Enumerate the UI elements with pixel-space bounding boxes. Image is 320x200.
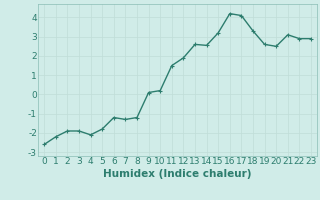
X-axis label: Humidex (Indice chaleur): Humidex (Indice chaleur) [103,169,252,179]
